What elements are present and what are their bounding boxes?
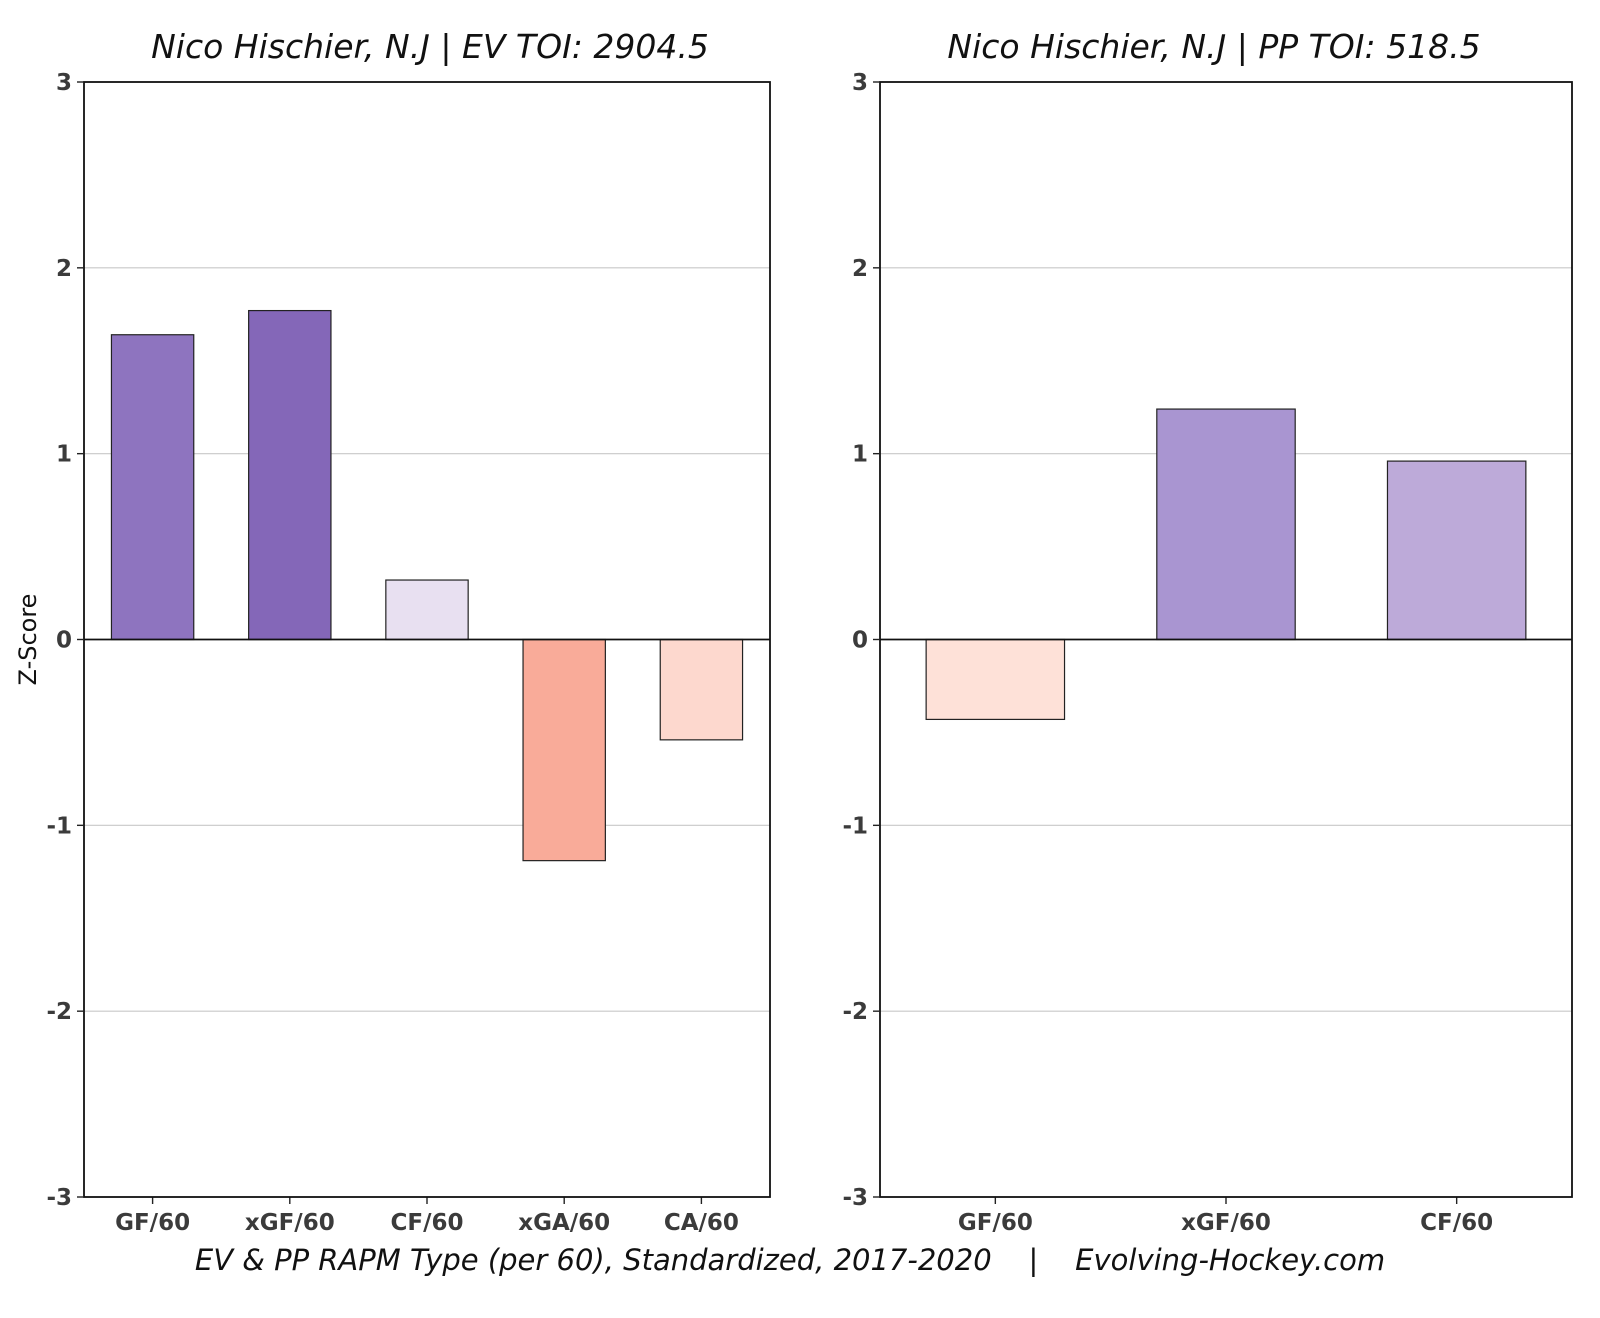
bar-ca-60 [659,638,744,741]
y-tick-label: 1 [56,442,72,468]
y-tick-label: -1 [46,813,72,839]
y-tick-label: 0 [852,628,868,654]
x-tick-label: xGA/60 [518,1210,610,1236]
x-tick-label: CA/60 [664,1210,739,1236]
panel-title: Nico Hischier, N.J | PP TOI: 518.5 [947,27,1480,66]
y-tick-label: 2 [852,256,868,282]
y-tick-label: -3 [842,1185,868,1211]
bar-cf-60 [1386,460,1527,641]
bar-xgf-60 [248,309,332,641]
y-tick-label: 3 [852,70,868,96]
pp-rapm-panel: GF/60 xGF/60 CF/60 -3 -2 -1 0 1 2 3 Nico Hischier,… [842,27,1573,1236]
x-tick-label: CF/60 [1420,1210,1493,1236]
y-tick-label: 2 [56,256,72,282]
bar-gf-60 [925,638,1066,721]
bar-xga-60 [522,638,606,862]
x-tick-label: GF/60 [115,1210,190,1236]
figure-caption: EV & PP RAPM Type (per 60), Standardized… [195,1243,1385,1277]
y-axis-label: Z-Score [14,594,42,686]
y-tick-label: 3 [56,70,72,96]
x-tick-label: xGF/60 [245,1210,335,1236]
y-tick-label: -2 [46,999,72,1025]
bar-xgf-60 [1156,408,1296,641]
bar-cf-60 [385,579,469,641]
y-tick-label: -2 [842,999,868,1025]
x-tick-label: GF/60 [958,1210,1033,1236]
y-tick-label: -1 [842,813,868,839]
panel-title: Nico Hischier, N.J | EV TOI: 2904.5 [151,27,709,66]
y-tick-label: 1 [852,442,868,468]
x-tick-label: CF/60 [391,1210,464,1236]
bar-gf-60 [110,334,195,641]
x-tick-label: xGF/60 [1181,1210,1271,1236]
y-tick-label: -3 [46,1185,72,1211]
y-tick-label: 0 [56,628,72,654]
ev-rapm-panel: GF/60 xGF/60 CF/60 xGA/60 CA/60 -3 -2 -1 0 1 2 3 Nic… [14,27,771,1236]
